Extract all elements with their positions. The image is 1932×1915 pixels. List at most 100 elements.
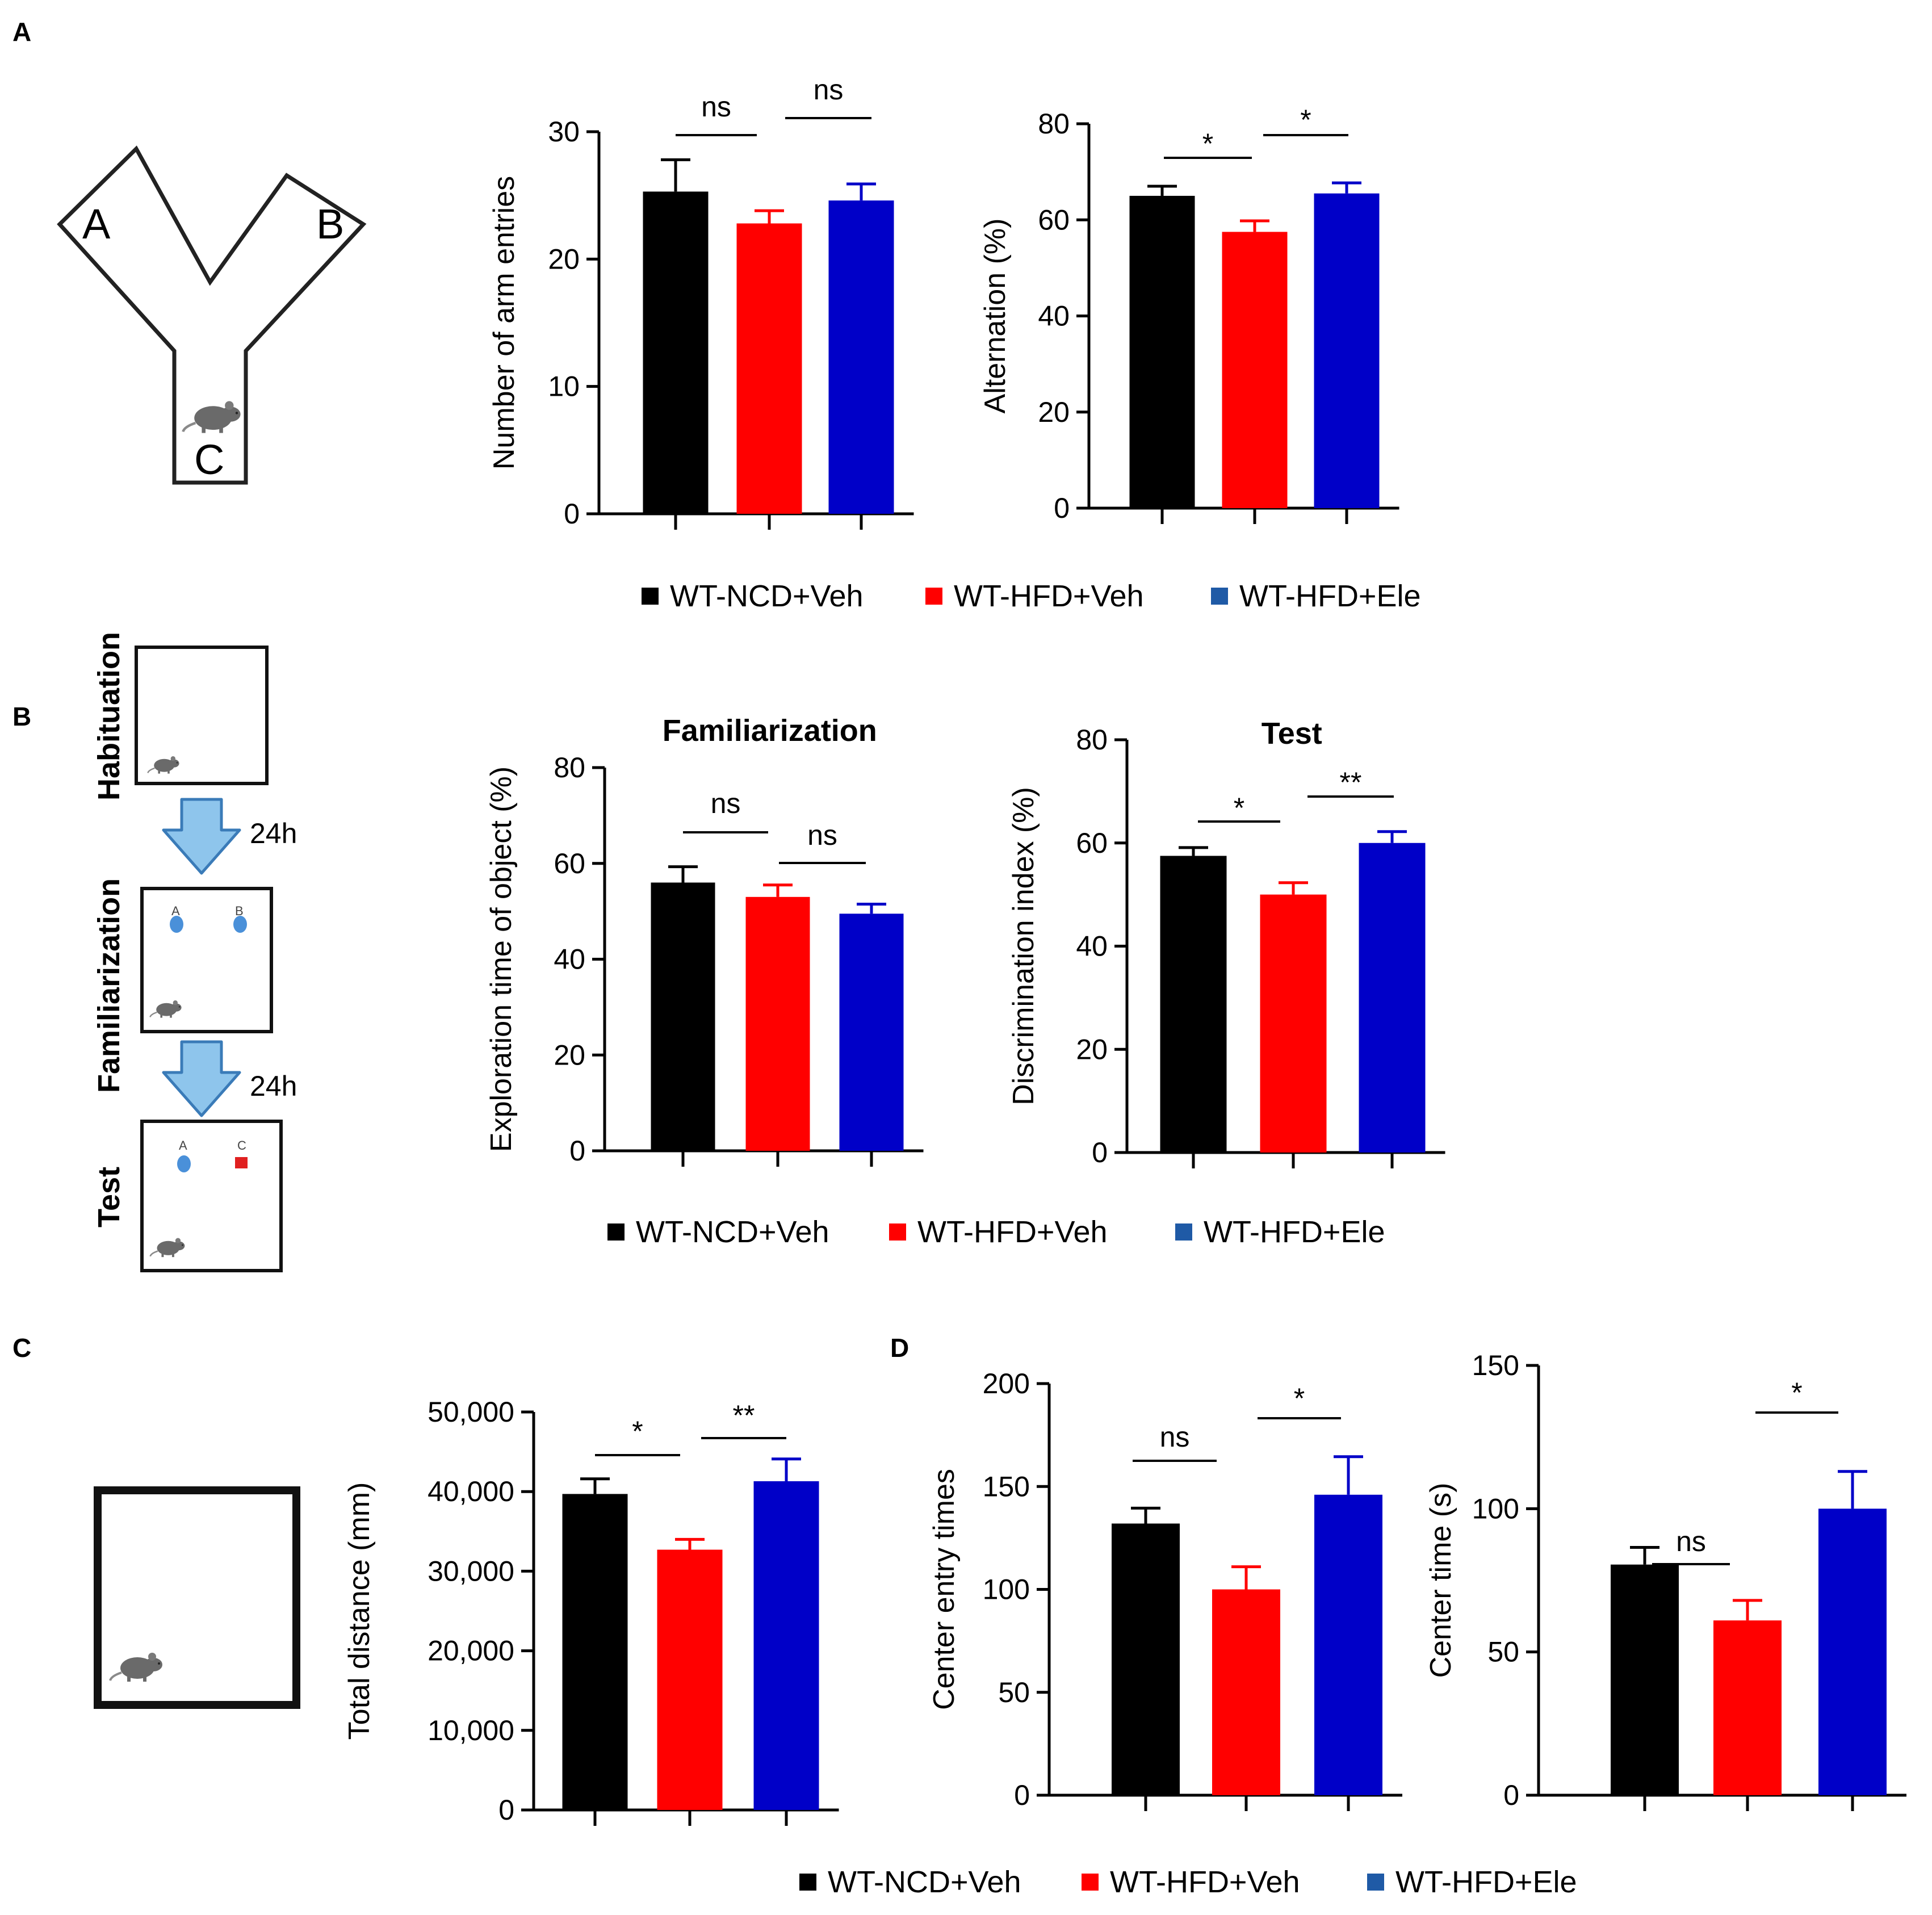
bar xyxy=(562,1494,628,1810)
significance-label: ns xyxy=(814,74,844,106)
chart-familiarization: 0 20 40 60 80 ns ns Exploration time of object … xyxy=(485,714,924,1167)
y-tick-label: 20,000 xyxy=(428,1635,514,1667)
y-tick-label: 50 xyxy=(1487,1636,1519,1668)
bar xyxy=(1160,856,1227,1153)
ymaze-arm-b-label: B xyxy=(316,200,344,248)
legend-b: WT-NCD+Veh WT-HFD+Veh WT-HFD+Ele xyxy=(607,1215,1385,1249)
object-b xyxy=(233,916,247,933)
significance-label: ns xyxy=(1676,1526,1706,1557)
chart-alternation: 0 20 40 60 80 * * Alternation (%) xyxy=(979,104,1399,524)
bar xyxy=(828,200,894,514)
legend-label-ncd: WT-NCD+Veh xyxy=(828,1865,1021,1899)
y-tick-label: 0 xyxy=(569,1135,585,1167)
y-tick-label: 50,000 xyxy=(428,1396,514,1428)
legend-label-ncd: WT-NCD+Veh xyxy=(636,1215,829,1249)
object-b-label: B xyxy=(235,904,244,918)
legend-swatch-ele xyxy=(1175,1223,1192,1241)
y-axis-label: Center entry times xyxy=(928,1469,961,1710)
significance-label: * xyxy=(1300,104,1311,136)
y-axis-label: Total distance (mm) xyxy=(343,1482,376,1740)
legend-label-hfd: WT-HFD+Veh xyxy=(954,579,1144,613)
y-tick-label: 0 xyxy=(1014,1779,1030,1811)
chart-title: Test xyxy=(1262,716,1322,751)
legend-label-hfd: WT-HFD+Veh xyxy=(1110,1865,1300,1899)
bar xyxy=(657,1549,723,1810)
y-tick-label: 150 xyxy=(983,1470,1030,1502)
chart-arm-entries: 0 10 20 30 ns ns Number of arm entries xyxy=(488,74,914,530)
interval-label: 24h xyxy=(250,818,297,849)
chart-center-entry-times: 0 50 100 150 200 ns * Center entry times xyxy=(928,1368,1402,1811)
legend-label-ncd: WT-NCD+Veh xyxy=(670,579,864,613)
y-tick-label: 60 xyxy=(554,848,585,879)
bar xyxy=(1314,1494,1382,1795)
y-tick-label: 150 xyxy=(1472,1350,1519,1381)
significance-label: ** xyxy=(733,1399,755,1431)
interval-label: 24h xyxy=(250,1070,297,1102)
stage-label-familiarization: Familiarization xyxy=(92,878,126,1093)
ymaze-arm-c-label: C xyxy=(194,436,224,483)
legend-swatch-ncd xyxy=(607,1223,625,1241)
bar xyxy=(736,223,802,514)
significance-label: * xyxy=(1791,1377,1802,1409)
y-tick-label: 0 xyxy=(498,1794,514,1826)
stage-label-habituation: Habituation xyxy=(92,632,126,801)
y-tick-label: 40 xyxy=(554,944,585,975)
y-tick-label: 40 xyxy=(1076,931,1108,962)
bar xyxy=(753,1481,819,1810)
y-tick-label: 200 xyxy=(983,1368,1030,1399)
panel-label-d: D xyxy=(890,1333,909,1363)
down-arrow-icon xyxy=(162,798,241,875)
legend-label-ele: WT-HFD+Ele xyxy=(1239,579,1421,613)
y-tick-label: 30 xyxy=(548,116,580,148)
y-axis-label: Alternation (%) xyxy=(979,219,1012,414)
object-a-label: A xyxy=(179,1138,187,1153)
y-tick-label: 0 xyxy=(1054,492,1070,524)
y-tick-label: 40 xyxy=(1038,300,1070,332)
bar xyxy=(1611,1564,1679,1795)
significance-label: ns xyxy=(711,787,741,819)
bar xyxy=(651,882,715,1151)
y-tick-label: 50 xyxy=(998,1677,1030,1708)
down-arrow-icon xyxy=(162,1040,241,1117)
bar xyxy=(1818,1508,1887,1795)
object-c xyxy=(235,1157,248,1168)
object-a xyxy=(170,916,183,933)
open-field-arena xyxy=(94,1486,300,1709)
y-tick-label: 80 xyxy=(1038,108,1070,140)
open-field-diagram xyxy=(94,1486,300,1709)
significance-label: ns xyxy=(1160,1421,1190,1453)
legend-label-hfd: WT-HFD+Veh xyxy=(917,1215,1108,1249)
y-tick-label: 0 xyxy=(564,498,580,530)
y-tick-label: 60 xyxy=(1038,204,1070,236)
legend-swatch-ele xyxy=(1367,1874,1384,1891)
bar xyxy=(1314,193,1380,508)
significance-label: ** xyxy=(1340,766,1362,798)
bar xyxy=(1713,1620,1782,1795)
y-tick-label: 0 xyxy=(1092,1137,1108,1168)
chart-center-time: 0 50 100 150 ns * Center time (s) xyxy=(1424,1350,1906,1811)
panel-label-a: A xyxy=(12,17,31,47)
ymaze-arm-a-label: A xyxy=(82,200,111,248)
object-a-label: A xyxy=(171,904,180,918)
legend-label-ele: WT-HFD+Ele xyxy=(1395,1865,1577,1899)
bar xyxy=(1222,232,1288,508)
panel-label-b: B xyxy=(12,702,31,731)
object-a xyxy=(177,1155,191,1172)
ymaze-diagram: A B C xyxy=(57,145,367,485)
significance-label: * xyxy=(1294,1382,1305,1414)
y-tick-label: 30,000 xyxy=(428,1555,514,1587)
y-tick-label: 100 xyxy=(1472,1493,1519,1524)
legend-swatch-hfd xyxy=(889,1223,906,1241)
bar xyxy=(1359,843,1426,1153)
legend-cd: WT-NCD+Veh WT-HFD+Veh WT-HFD+Ele xyxy=(799,1865,1577,1899)
panel-label-c: C xyxy=(12,1333,31,1363)
bar xyxy=(643,191,709,514)
y-tick-label: 20 xyxy=(1076,1033,1108,1065)
y-axis-label: Exploration time of object (%) xyxy=(485,766,518,1152)
significance-label: ns xyxy=(807,819,837,851)
bar xyxy=(1212,1589,1280,1795)
legend-a: WT-NCD+Veh WT-HFD+Veh WT-HFD+Ele xyxy=(642,579,1421,613)
